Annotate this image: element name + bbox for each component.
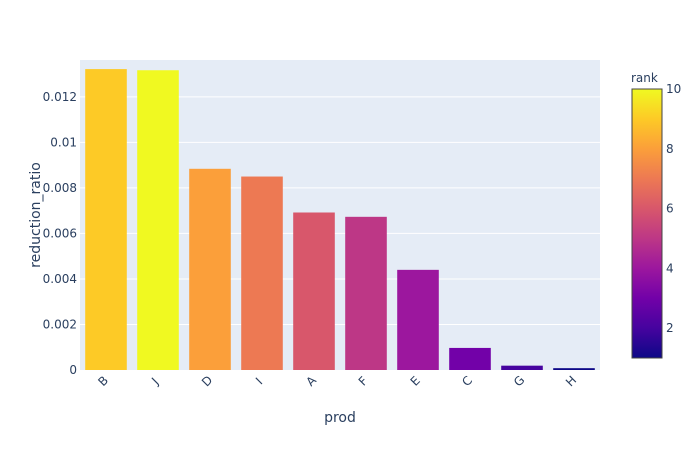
bar-H <box>553 368 595 370</box>
colorbar: rank 2 4 6 8 10 <box>631 71 681 359</box>
bar-E <box>397 269 439 370</box>
y-tick-label: 0.004 <box>43 272 77 286</box>
x-tick-label: C <box>459 373 475 389</box>
colorbar-tick-label: 8 <box>666 142 674 156</box>
bar-A <box>293 212 335 370</box>
x-tick-label: J <box>148 375 161 388</box>
colorbar-tick-label: 6 <box>666 202 674 216</box>
bar-B <box>85 69 127 371</box>
colorbar-gradient <box>631 88 663 359</box>
colorbar-title: rank <box>631 71 658 85</box>
colorbar-tick-label: 2 <box>666 321 674 335</box>
bar-I <box>241 176 283 370</box>
x-tick-label: G <box>511 373 527 389</box>
y-tick-label: 0.008 <box>43 181 77 195</box>
bar-J <box>137 70 179 370</box>
x-tick-label: I <box>253 375 265 387</box>
y-axis-title: reduction_ratio <box>28 162 44 268</box>
y-tick-label: 0.006 <box>43 226 77 240</box>
colorbar-tick-label: 4 <box>666 261 674 275</box>
bars <box>85 69 595 371</box>
colorbar-ticks: 2 4 6 8 10 <box>666 82 681 335</box>
colorbar-tick-label: 10 <box>666 82 681 96</box>
x-tick-label: E <box>408 374 423 389</box>
x-tick-label: B <box>95 373 111 389</box>
y-tick-label: 0.002 <box>43 317 77 331</box>
y-tick-label: 0.012 <box>43 90 77 104</box>
x-tick-label: F <box>356 374 371 389</box>
bar-F <box>345 216 387 370</box>
x-tick-label: A <box>303 373 319 389</box>
x-tick-label: D <box>199 373 215 389</box>
y-tick-label: 0 <box>69 363 77 377</box>
bar-C <box>449 347 491 370</box>
y-axis-ticks: 0 0.002 0.004 0.006 0.008 0.01 0.012 <box>43 90 77 377</box>
x-tick-label: H <box>563 373 579 389</box>
bar-G <box>501 365 543 370</box>
y-tick-label: 0.01 <box>50 135 77 149</box>
x-axis-title: prod <box>324 410 356 426</box>
bar-D <box>189 168 231 370</box>
